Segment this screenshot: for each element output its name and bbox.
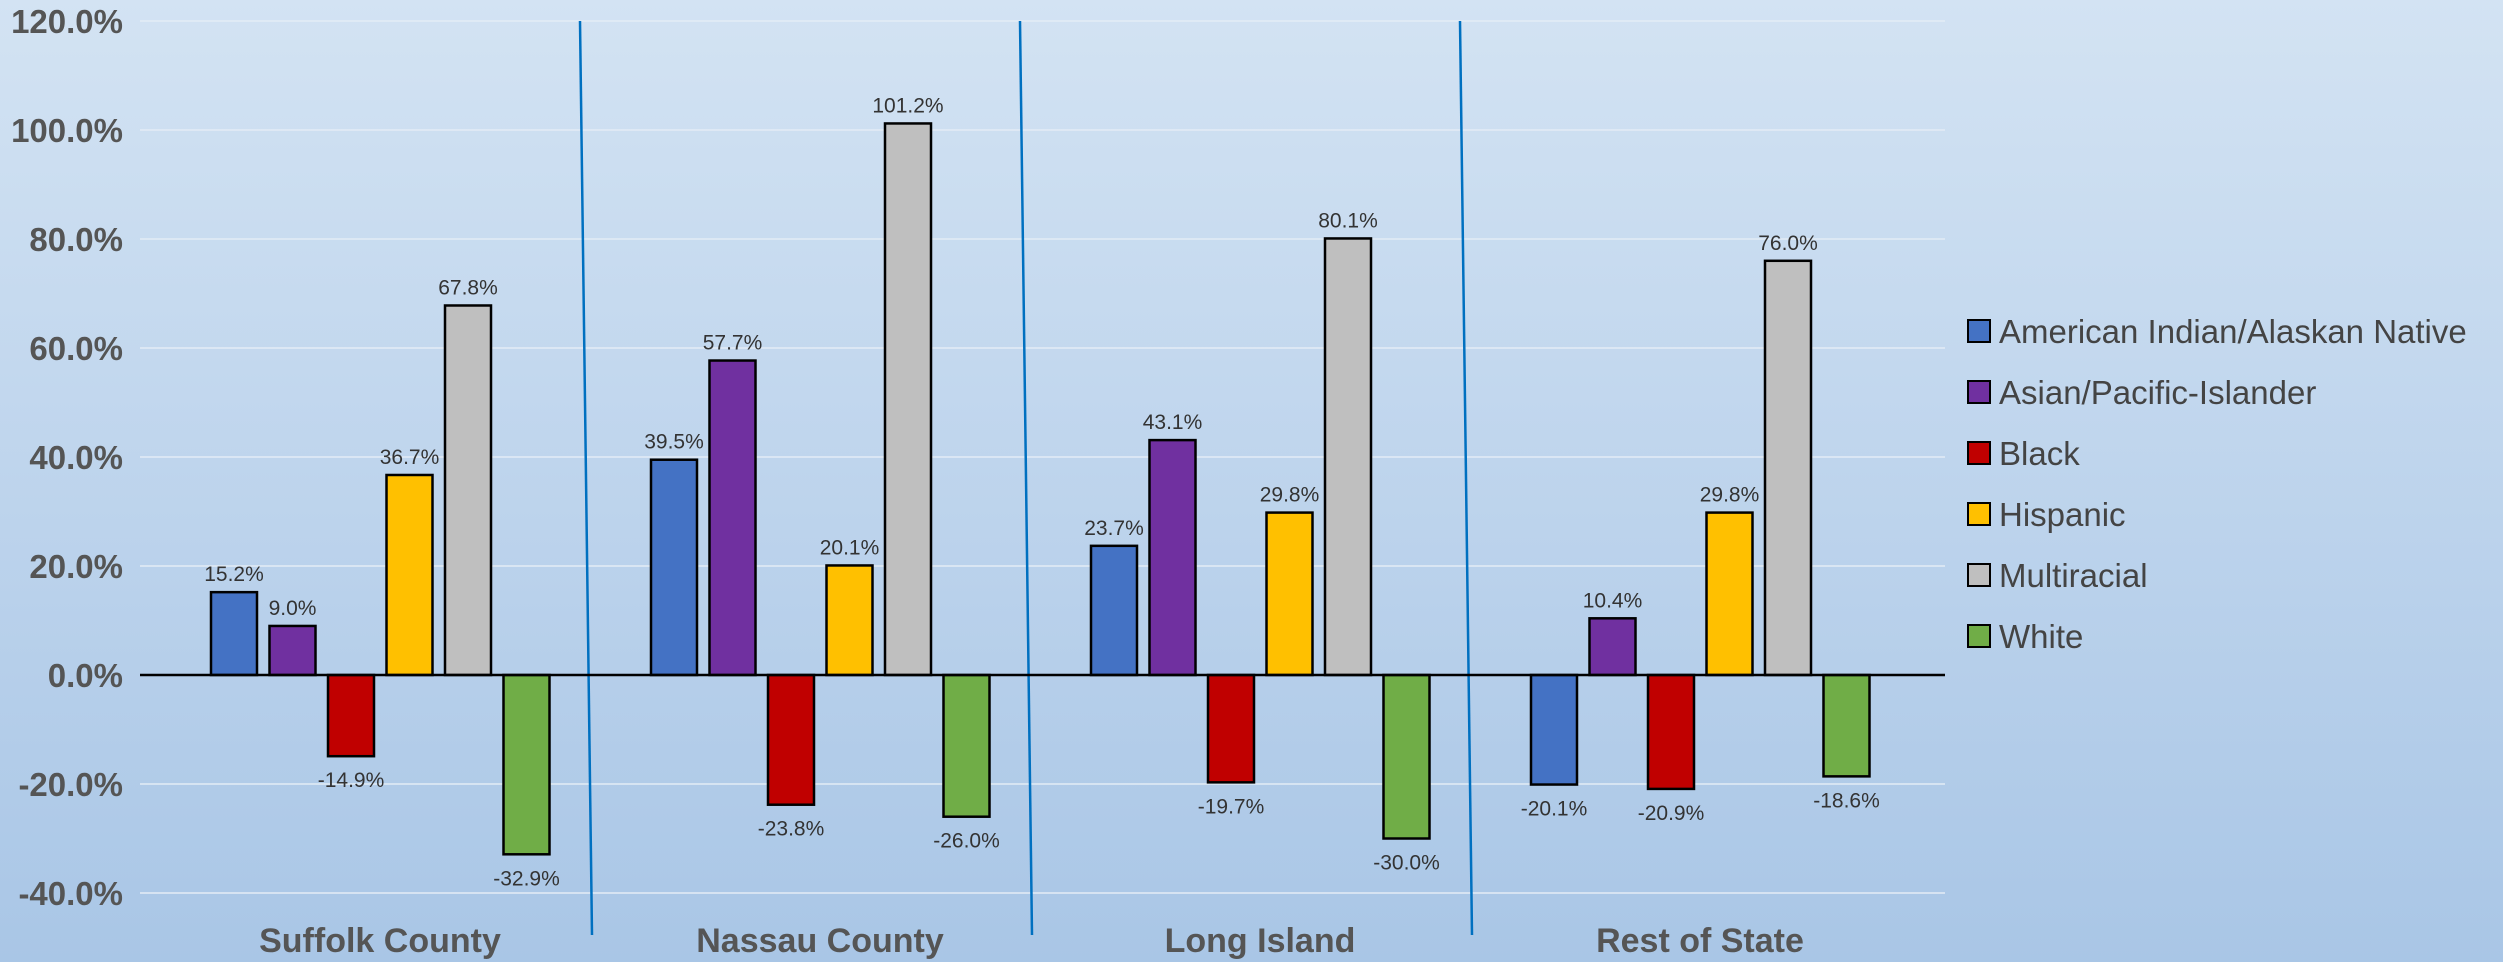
bar-rest-of-state-white	[1822, 673, 1871, 778]
legend-label: Multiracial	[1999, 557, 2148, 594]
category-label: Suffolk County	[259, 922, 501, 960]
group-separator	[578, 20, 594, 936]
data-label: 9.0%	[269, 597, 317, 620]
legend-label: Asian/Pacific-Islander	[1999, 374, 2316, 411]
bar-rest-of-state-hispanic	[1705, 511, 1754, 677]
bar-nassau-county-hispanic	[825, 564, 874, 677]
legend-swatch-american-indian-alaskan-native	[1967, 319, 1991, 343]
bar-rest-of-state-black	[1646, 673, 1696, 791]
legend-label: Hispanic	[1999, 496, 2126, 533]
y-tick-label: 120.0%	[11, 3, 123, 40]
y-tick-label: 40.0%	[29, 439, 123, 476]
category-labels: Suffolk County Nassau County Long Island Re…	[259, 922, 1804, 960]
data-label: -23.8%	[758, 818, 825, 841]
legend-swatch-black	[1967, 441, 1991, 465]
data-label: 20.1%	[820, 536, 880, 559]
bar-long-island-multiracial	[1323, 237, 1373, 677]
data-label: 101.2%	[872, 94, 943, 117]
data-labels: 15.2%9.0% -14.9% 36.7% 67.8% -32.9% 39.5% 57.7…	[204, 94, 1880, 890]
bar-long-island-american-indian-alaskan-native	[1089, 544, 1139, 677]
bar-suffolk-county-black	[326, 673, 376, 758]
category-label: Long Island	[1165, 922, 1356, 960]
data-label: -18.6%	[1813, 789, 1880, 812]
legend-swatch-multiracial	[1967, 563, 1991, 587]
data-label: -30.0%	[1373, 852, 1440, 875]
bar-suffolk-county-white	[502, 673, 551, 856]
legend-swatch-white	[1967, 624, 1991, 648]
data-label: 23.7%	[1084, 517, 1144, 540]
legend: American Indian/Alaskan Native Asian/Paci…	[1967, 313, 2467, 655]
legend-label: Black	[1999, 435, 2080, 472]
bar-long-island-white	[1382, 673, 1431, 840]
legend-swatch-asian-pacific-islander	[1967, 380, 1991, 404]
bar-nassau-county-black	[766, 673, 816, 806]
bar-suffolk-county-hispanic	[385, 473, 434, 677]
bar-suffolk-county-american-indian-alaskan-native	[209, 590, 259, 677]
group-separator	[1458, 20, 1474, 936]
group-separators	[578, 20, 1474, 936]
group-separator	[1018, 20, 1034, 936]
y-tick-label: 20.0%	[29, 548, 123, 585]
data-label: -26.0%	[933, 830, 1000, 853]
gridlines	[140, 20, 1945, 894]
category-label: Nassau County	[696, 922, 944, 960]
bar-nassau-county-white	[942, 673, 991, 818]
data-label: -14.9%	[318, 769, 385, 792]
data-label: 80.1%	[1318, 209, 1378, 232]
data-label: 15.2%	[204, 563, 264, 586]
data-label: -20.9%	[1638, 802, 1705, 825]
data-label: -20.1%	[1521, 798, 1588, 821]
y-tick-label: 80.0%	[29, 221, 123, 258]
bar-nassau-county-asian-pacific-islander	[708, 359, 757, 677]
data-label: 67.8%	[438, 276, 498, 299]
data-label: 29.8%	[1700, 484, 1760, 507]
bar-long-island-hispanic	[1265, 511, 1314, 677]
y-tick-label: -20.0%	[18, 766, 123, 803]
legend-label: American Indian/Alaskan Native	[1999, 313, 2467, 350]
data-label: -19.7%	[1198, 795, 1265, 818]
bar-nassau-county-american-indian-alaskan-native	[649, 458, 699, 677]
data-label: 10.4%	[1583, 589, 1643, 612]
data-label: -32.9%	[493, 867, 560, 890]
y-axis-tick-labels: 120.0% 100.0% 80.0% 60.0% 40.0% 20.0% 0.0% -20.…	[11, 3, 123, 912]
bar-rest-of-state-asian-pacific-islander	[1588, 617, 1637, 677]
bar-rest-of-state-american-indian-alaskan-native	[1529, 673, 1579, 786]
data-label: 39.5%	[644, 431, 704, 454]
y-tick-label: 0.0%	[48, 657, 123, 694]
bar-suffolk-county-asian-pacific-islander	[268, 624, 317, 677]
data-label: 29.8%	[1260, 484, 1320, 507]
bar-long-island-asian-pacific-islander	[1148, 438, 1197, 677]
legend-swatch-hispanic	[1967, 502, 1991, 526]
y-tick-label: 60.0%	[29, 330, 123, 367]
data-label: 43.1%	[1143, 411, 1203, 434]
y-tick-label: -40.0%	[18, 875, 123, 912]
data-label: 76.0%	[1758, 232, 1818, 255]
bar-long-island-black	[1206, 673, 1256, 784]
data-label: 36.7%	[380, 446, 440, 469]
data-label: 57.7%	[703, 332, 763, 355]
bar-rest-of-state-multiracial	[1763, 259, 1813, 677]
legend-label: White	[1999, 618, 2083, 655]
bar-suffolk-county-multiracial	[443, 304, 493, 677]
bars	[209, 122, 1871, 856]
bar-nassau-county-multiracial	[883, 122, 933, 677]
category-label: Rest of State	[1596, 922, 1804, 960]
y-tick-label: 100.0%	[11, 112, 123, 149]
